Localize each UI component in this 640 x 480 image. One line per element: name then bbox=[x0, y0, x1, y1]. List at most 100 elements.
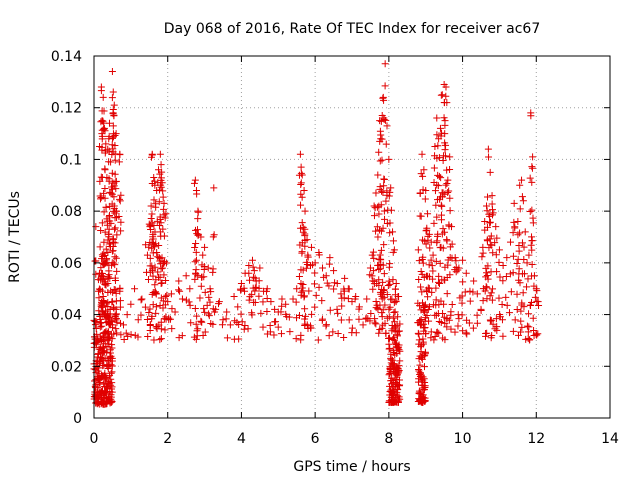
data-point bbox=[134, 333, 142, 341]
data-point bbox=[92, 223, 100, 231]
data-point bbox=[515, 265, 523, 273]
data-point bbox=[127, 331, 135, 339]
data-point bbox=[156, 336, 164, 344]
data-point bbox=[395, 367, 403, 375]
data-point bbox=[378, 135, 386, 143]
data-point bbox=[255, 277, 263, 285]
data-point bbox=[419, 335, 427, 343]
data-point bbox=[98, 302, 106, 310]
data-point bbox=[192, 256, 200, 264]
data-point bbox=[396, 357, 404, 365]
data-point bbox=[483, 202, 491, 210]
data-point bbox=[182, 272, 190, 280]
data-point bbox=[201, 243, 209, 251]
data-point bbox=[218, 321, 226, 329]
data-point bbox=[146, 322, 154, 329]
data-point bbox=[200, 273, 208, 281]
data-point bbox=[340, 294, 348, 302]
data-point bbox=[434, 142, 442, 150]
data-point bbox=[193, 190, 201, 198]
data-point bbox=[395, 346, 403, 354]
data-point bbox=[483, 271, 491, 279]
data-point bbox=[337, 316, 345, 324]
data-point bbox=[392, 298, 400, 306]
data-point bbox=[419, 253, 427, 261]
y-tick-label: 0.08 bbox=[51, 204, 82, 220]
data-point bbox=[99, 117, 107, 125]
y-tick-labels: 0 0.02 0.04 0.06 0.08 0.1 0.12 0.14 bbox=[51, 49, 82, 427]
data-point bbox=[210, 231, 218, 239]
data-point bbox=[102, 389, 110, 397]
data-point bbox=[415, 257, 423, 265]
data-point bbox=[427, 256, 435, 264]
data-point bbox=[380, 175, 388, 183]
data-point bbox=[149, 249, 157, 257]
data-point bbox=[301, 305, 309, 313]
data-point bbox=[510, 199, 518, 207]
data-point bbox=[503, 301, 511, 309]
data-point bbox=[111, 261, 119, 269]
data-point bbox=[422, 329, 430, 337]
data-point bbox=[278, 302, 286, 310]
plot-grid bbox=[94, 56, 610, 418]
data-point bbox=[520, 256, 528, 264]
data-point bbox=[438, 202, 446, 210]
data-point bbox=[517, 317, 525, 325]
data-point bbox=[421, 382, 429, 390]
data-point bbox=[440, 300, 448, 308]
data-point bbox=[433, 328, 441, 336]
data-point bbox=[297, 190, 305, 198]
data-point bbox=[326, 254, 334, 262]
data-point bbox=[98, 308, 106, 316]
data-point bbox=[387, 184, 395, 192]
data-point bbox=[156, 215, 164, 223]
data-point bbox=[236, 285, 244, 293]
data-point bbox=[396, 347, 404, 355]
data-point bbox=[483, 207, 491, 215]
data-point bbox=[458, 292, 466, 300]
data-point bbox=[206, 298, 214, 306]
data-point bbox=[235, 321, 243, 329]
data-point bbox=[495, 258, 503, 266]
data-point bbox=[443, 166, 451, 174]
data-point bbox=[424, 236, 432, 244]
data-point bbox=[131, 285, 139, 293]
data-point bbox=[483, 295, 491, 303]
data-point bbox=[161, 326, 169, 334]
data-point bbox=[417, 315, 425, 323]
data-point bbox=[117, 331, 125, 339]
data-point bbox=[108, 68, 116, 76]
data-point bbox=[488, 332, 496, 340]
data-point bbox=[175, 277, 183, 285]
data-point bbox=[507, 288, 515, 296]
data-point bbox=[514, 217, 522, 225]
y-tick-label: 0.02 bbox=[51, 359, 82, 375]
data-point bbox=[107, 375, 115, 383]
data-point bbox=[194, 272, 202, 280]
data-point bbox=[386, 188, 394, 196]
data-point bbox=[366, 317, 374, 325]
data-point bbox=[345, 285, 353, 293]
data-point bbox=[308, 310, 316, 318]
data-point bbox=[117, 218, 125, 226]
data-point bbox=[431, 143, 439, 150]
data-point bbox=[340, 333, 348, 341]
data-point bbox=[107, 361, 115, 369]
data-point bbox=[112, 254, 120, 262]
data-point bbox=[376, 183, 384, 191]
data-point bbox=[498, 316, 506, 324]
data-point bbox=[152, 303, 160, 311]
data-point bbox=[256, 264, 264, 272]
data-point bbox=[157, 325, 165, 333]
data-point bbox=[525, 323, 533, 331]
data-point bbox=[333, 305, 341, 313]
data-point bbox=[435, 154, 443, 162]
data-point bbox=[151, 288, 159, 296]
data-point bbox=[245, 269, 253, 277]
data-point bbox=[420, 166, 428, 174]
data-point bbox=[481, 217, 489, 225]
data-point bbox=[303, 321, 311, 329]
data-point bbox=[245, 261, 253, 269]
x-axis-label: GPS time / hours bbox=[293, 459, 410, 475]
data-point bbox=[395, 376, 403, 384]
